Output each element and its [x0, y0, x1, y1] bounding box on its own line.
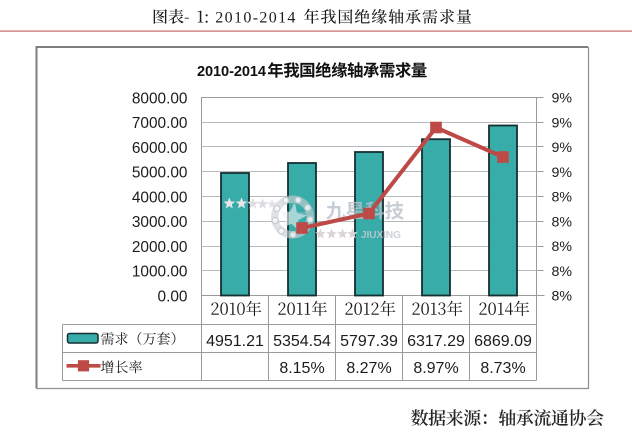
svg-text:8000.00: 8000.00 — [132, 90, 188, 107]
svg-text:9%: 9% — [552, 115, 573, 131]
svg-text:2010-2014: 2010-2014 — [215, 10, 296, 27]
svg-text:2010-2014: 2010-2014 — [197, 64, 267, 80]
svg-text:6869.09: 6869.09 — [474, 333, 532, 350]
svg-text:8.97%: 8.97% — [413, 360, 458, 377]
svg-text:8%: 8% — [552, 239, 573, 255]
svg-text:1000.00: 1000.00 — [132, 264, 188, 281]
svg-text:JIUXING: JIUXING — [361, 230, 401, 241]
svg-text:8.73%: 8.73% — [480, 360, 525, 377]
svg-text:4951.21: 4951.21 — [206, 333, 264, 350]
svg-text:8%: 8% — [552, 214, 573, 230]
svg-text:8.27%: 8.27% — [346, 360, 391, 377]
svg-text:4000.00: 4000.00 — [132, 189, 188, 206]
svg-text:8.15%: 8.15% — [279, 360, 324, 377]
svg-text:7000.00: 7000.00 — [132, 115, 188, 132]
svg-text:5797.39: 5797.39 — [340, 333, 398, 350]
svg-text:0.00: 0.00 — [158, 288, 188, 305]
svg-text:6317.29: 6317.29 — [407, 333, 465, 350]
svg-text:8%: 8% — [552, 289, 573, 305]
svg-text:5000.00: 5000.00 — [132, 165, 188, 182]
svg-text:3000.00: 3000.00 — [132, 214, 188, 231]
svg-text:8%: 8% — [552, 264, 573, 280]
svg-text:2000.00: 2000.00 — [132, 239, 188, 256]
svg-text:5354.54: 5354.54 — [273, 333, 331, 350]
svg-text:9%: 9% — [552, 91, 573, 107]
svg-text:9%: 9% — [552, 165, 573, 181]
svg-text:6000.00: 6000.00 — [132, 140, 188, 157]
svg-text:9%: 9% — [552, 140, 573, 156]
svg-text:8%: 8% — [552, 190, 573, 206]
